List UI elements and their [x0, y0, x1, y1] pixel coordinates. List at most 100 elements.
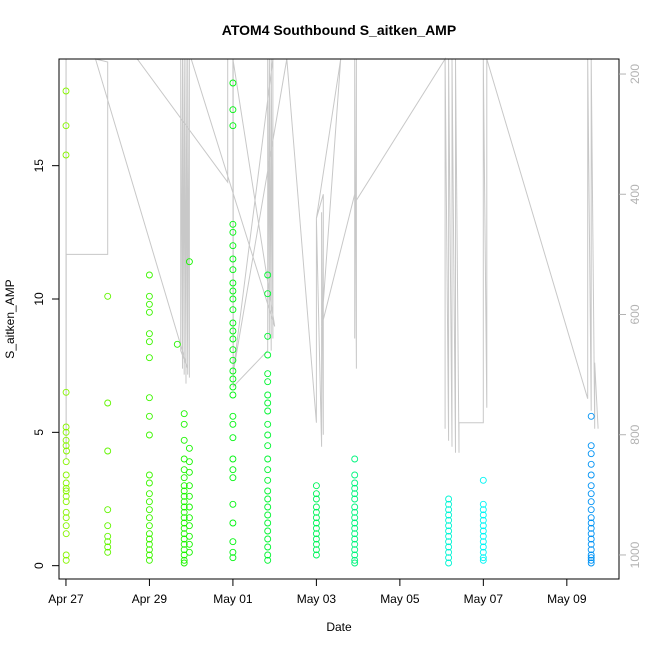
data-point	[264, 466, 272, 474]
data-point	[587, 514, 595, 522]
data-point	[312, 524, 320, 532]
data-point	[180, 410, 188, 418]
data-point	[180, 535, 188, 543]
data-point	[479, 556, 487, 564]
data-point	[229, 466, 237, 474]
y-tick-label: 15	[32, 159, 46, 173]
data-point	[264, 476, 272, 484]
x-tick-label: May 07	[464, 592, 504, 606]
data-point	[351, 479, 359, 487]
y2-tick-label: 800	[628, 424, 642, 444]
data-point	[185, 444, 193, 452]
data-point	[587, 556, 595, 564]
secondary-line-layer	[65, 57, 599, 459]
data-point	[229, 367, 237, 375]
data-point	[264, 487, 272, 495]
data-point	[445, 559, 453, 567]
data-point	[351, 540, 359, 548]
data-point	[180, 455, 188, 463]
data-point	[587, 554, 595, 562]
data-point	[185, 492, 193, 500]
data-point	[145, 300, 153, 308]
data-point	[312, 530, 320, 538]
data-point	[351, 503, 359, 511]
x-tick-label: May 03	[297, 592, 337, 606]
data-point	[587, 442, 595, 450]
data-point	[62, 514, 70, 522]
data-point	[264, 543, 272, 551]
data-point	[264, 527, 272, 535]
data-point	[185, 514, 193, 522]
data-point	[229, 266, 237, 274]
data-point	[587, 412, 595, 420]
data-point	[62, 471, 70, 479]
data-point	[264, 442, 272, 450]
data-point	[229, 412, 237, 420]
data-point	[229, 287, 237, 295]
data-point	[229, 554, 237, 562]
data-points-layer	[62, 79, 595, 567]
data-point	[145, 530, 153, 538]
data-point	[312, 540, 320, 548]
data-point	[62, 479, 70, 487]
data-point	[62, 423, 70, 431]
data-point	[445, 532, 453, 540]
x-tick-label: May 05	[380, 592, 420, 606]
data-point	[180, 482, 188, 490]
data-point	[62, 122, 70, 130]
data-point	[180, 474, 188, 482]
data-point	[229, 455, 237, 463]
data-point	[145, 479, 153, 487]
data-point	[264, 332, 272, 340]
data-point	[351, 514, 359, 522]
data-point	[145, 394, 153, 402]
data-point	[445, 538, 453, 546]
data-point	[587, 450, 595, 458]
data-point	[351, 508, 359, 516]
data-point	[185, 522, 193, 530]
data-point	[180, 492, 188, 500]
data-point	[479, 516, 487, 524]
x-tick-label: May 09	[547, 592, 587, 606]
data-point	[145, 354, 153, 362]
data-point	[229, 519, 237, 527]
data-point	[104, 532, 112, 540]
data-point	[185, 258, 193, 266]
data-point	[587, 490, 595, 498]
data-point	[62, 428, 70, 436]
data-point	[104, 506, 112, 514]
data-point	[180, 551, 188, 559]
data-point	[145, 551, 153, 559]
data-point	[312, 508, 320, 516]
data-point	[264, 431, 272, 439]
data-point	[264, 391, 272, 399]
data-point	[62, 530, 70, 538]
data-point	[445, 548, 453, 556]
data-point	[185, 540, 193, 548]
data-point	[312, 519, 320, 527]
data-point	[445, 506, 453, 514]
data-point	[587, 498, 595, 506]
data-point	[312, 503, 320, 511]
data-point	[351, 484, 359, 492]
data-point	[312, 546, 320, 554]
data-point	[479, 554, 487, 562]
data-point	[104, 548, 112, 556]
data-point	[351, 471, 359, 479]
y2-tick-label: 200	[628, 64, 642, 84]
data-point	[587, 546, 595, 554]
data-point	[180, 487, 188, 495]
data-point	[479, 506, 487, 514]
data-point	[312, 514, 320, 522]
data-point	[312, 490, 320, 498]
y-axis-label: S_aitken_AMP	[3, 279, 17, 358]
data-point	[351, 524, 359, 532]
data-point	[351, 535, 359, 543]
data-point	[229, 228, 237, 236]
data-point	[229, 220, 237, 228]
data-point	[145, 412, 153, 420]
data-point	[145, 546, 153, 554]
data-point	[185, 468, 193, 476]
